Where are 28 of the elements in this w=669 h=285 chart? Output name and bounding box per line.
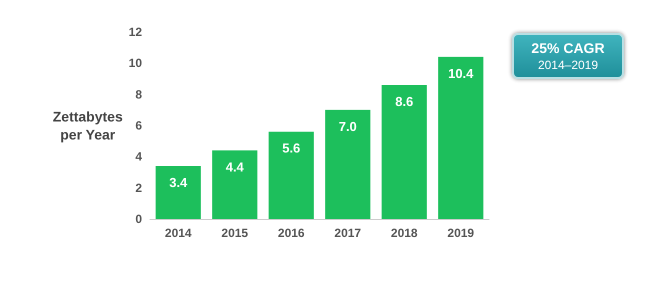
- x-tick-label: 2014: [164, 226, 192, 240]
- bar: [212, 150, 258, 219]
- bar: [268, 132, 314, 219]
- y-tick-label: 0: [135, 212, 142, 226]
- bar: [156, 166, 201, 219]
- y-tick-label: 8: [135, 87, 142, 102]
- y-tick-label: 6: [135, 118, 142, 132]
- x-tick-label: 2015: [221, 226, 248, 240]
- bar: [382, 84, 427, 219]
- data-label: 10.4: [448, 66, 474, 81]
- data-label: 5.6: [282, 140, 300, 156]
- data-label: 7.0: [338, 118, 357, 134]
- text: 2014–2019: [536, 58, 600, 72]
- y-tick-label: 10: [128, 56, 142, 70]
- bar: [438, 56, 484, 219]
- data-label: 4.4: [226, 159, 245, 174]
- text: 25% CAGR: [530, 40, 606, 56]
- data-label: 8.6: [395, 94, 414, 109]
- y-tick-label: 4: [135, 150, 142, 164]
- bar: [325, 110, 370, 219]
- y-tick-label: 12: [128, 25, 142, 39]
- y-axis-title: Zettabytes per Year: [52, 108, 123, 142]
- x-tick-label: 2017: [334, 226, 362, 240]
- data-label: 3.4: [169, 175, 188, 190]
- x-tick-label: 2018: [390, 226, 418, 240]
- x-tick-label: 2016: [278, 226, 305, 240]
- y-tick-label: 2: [135, 180, 142, 195]
- x-tick-label: 2019: [447, 226, 474, 240]
